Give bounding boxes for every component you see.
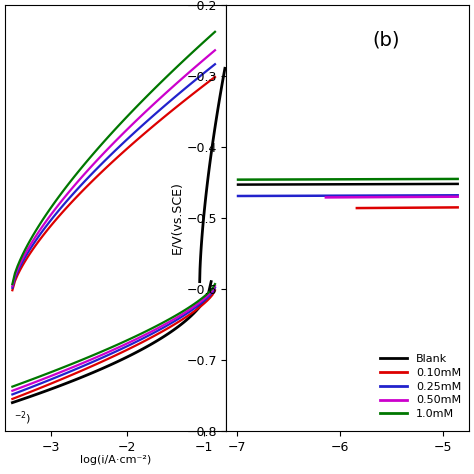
- Y-axis label: E/V(vs.SCE): E/V(vs.SCE): [171, 182, 183, 255]
- X-axis label: log(i/A·cm⁻²): log(i/A·cm⁻²): [80, 456, 151, 465]
- Legend: Blank, 0.10mM, 0.25mM, 0.50mM, 1.0mM: Blank, 0.10mM, 0.25mM, 0.50mM, 1.0mM: [377, 352, 464, 421]
- Text: $^{-2}$): $^{-2}$): [14, 410, 31, 427]
- Text: (b): (b): [372, 30, 400, 49]
